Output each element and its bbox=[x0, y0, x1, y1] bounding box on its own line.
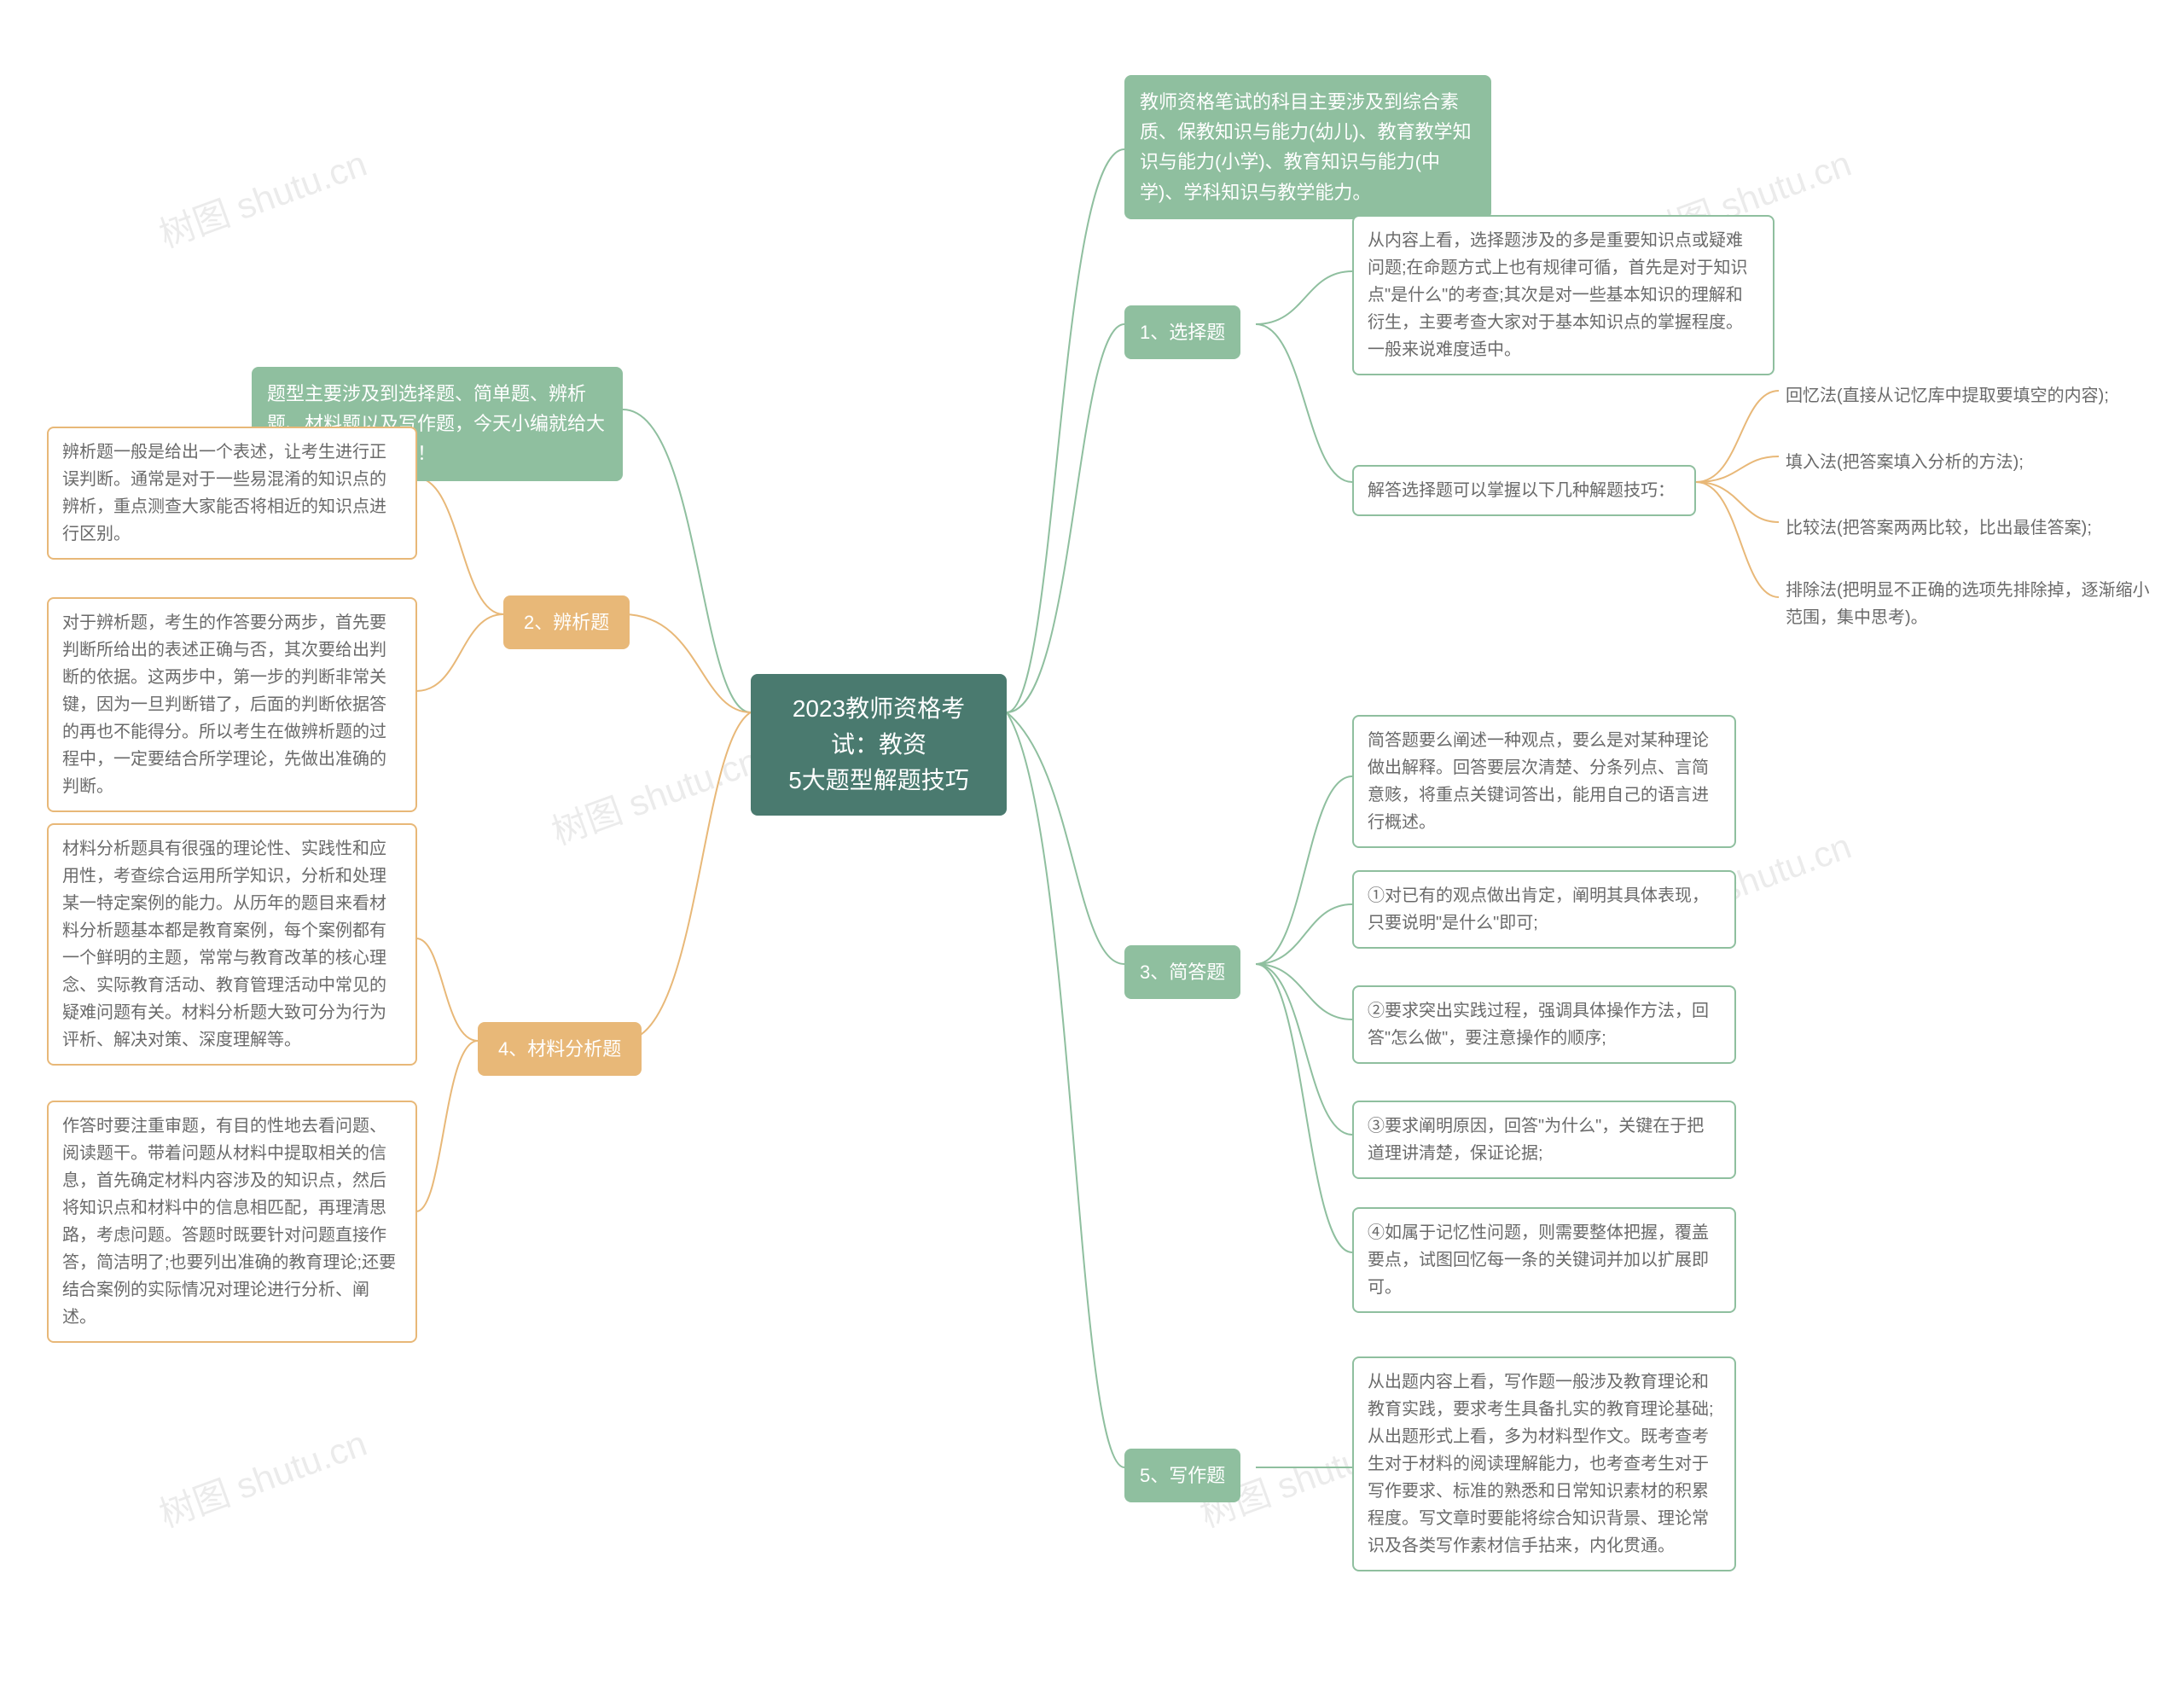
section2-title: 2、辨析题 bbox=[503, 595, 630, 649]
section4-desc1: 材料分析题具有很强的理论性、实践性和应用性，考查综合运用所学知识，分析和处理某一… bbox=[47, 823, 417, 1066]
section3-point-1: ①对已有的观点做出肯定，阐明其具体表现，只要说明"是什么"即可; bbox=[1352, 870, 1736, 949]
section3-point-3: ③要求阐明原因，回答"为什么"，关键在于把道理讲清楚，保证论据; bbox=[1352, 1101, 1736, 1179]
section4-title: 4、材料分析题 bbox=[478, 1022, 642, 1076]
intro-subjects: 教师资格笔试的科目主要涉及到综合素质、保教知识与能力(幼儿)、教育教学知识与能力… bbox=[1124, 75, 1491, 219]
section3-intro: 简答题要么阐述一种观点，要么是对某种理论做出解释。回答要层次清楚、分条列点、言简… bbox=[1352, 715, 1736, 848]
watermark: 树图 shutu.cn bbox=[543, 732, 765, 855]
section1-tip-2: 填入法(把答案填入分析的方法); bbox=[1779, 444, 2086, 481]
watermark: 树图 shutu.cn bbox=[151, 1414, 373, 1537]
section5-desc: 从出题内容上看，写作题一般涉及教育理论和教育实践，要求考生具备扎实的教育理论基础… bbox=[1352, 1356, 1736, 1571]
section3-point-2: ②要求突出实践过程，强调具体操作方法，回答"怎么做"，要注意操作的顺序; bbox=[1352, 985, 1736, 1064]
center-title-line2: 5大题型解题技巧 bbox=[788, 767, 969, 793]
section3-title: 3、简答题 bbox=[1124, 945, 1240, 999]
section1-content: 从内容上看，选择题涉及的多是重要知识点或疑难问题;在命题方式上也有规律可循，首先… bbox=[1352, 215, 1774, 375]
center-title: 2023教师资格考试：教资 5大题型解题技巧 bbox=[751, 674, 1007, 816]
section4-desc2: 作答时要注重审题，有目的性地去看问题、阅读题干。带着问题从材料中提取相关的信息，… bbox=[47, 1101, 417, 1343]
section1-tip-3: 比较法(把答案两两比较，比出最佳答案); bbox=[1779, 509, 2137, 547]
section2-desc2: 对于辨析题，考生的作答要分两步，首先要判断所给出的表述正确与否，其次要给出判断的… bbox=[47, 597, 417, 812]
section2-desc1: 辨析题一般是给出一个表述，让考生进行正误判断。通常是对于一些易混淆的知识点的辨析… bbox=[47, 427, 417, 560]
section1-title: 1、选择题 bbox=[1124, 305, 1240, 359]
section1-tips-title: 解答选择题可以掌握以下几种解题技巧： bbox=[1352, 465, 1696, 516]
section1-tip-4: 排除法(把明显不正确的选项先排除掉，逐渐缩小范围，集中思考)。 bbox=[1779, 572, 2163, 636]
section5-title: 5、写作题 bbox=[1124, 1449, 1240, 1502]
section3-point-4: ④如属于记忆性问题，则需要整体把握，覆盖要点，试图回忆每一条的关键词并加以扩展即… bbox=[1352, 1207, 1736, 1313]
section1-tip-1: 回忆法(直接从记忆库中提取要填空的内容); bbox=[1779, 377, 2137, 415]
watermark: 树图 shutu.cn bbox=[151, 135, 373, 258]
center-title-line1: 2023教师资格考试：教资 bbox=[793, 695, 965, 758]
